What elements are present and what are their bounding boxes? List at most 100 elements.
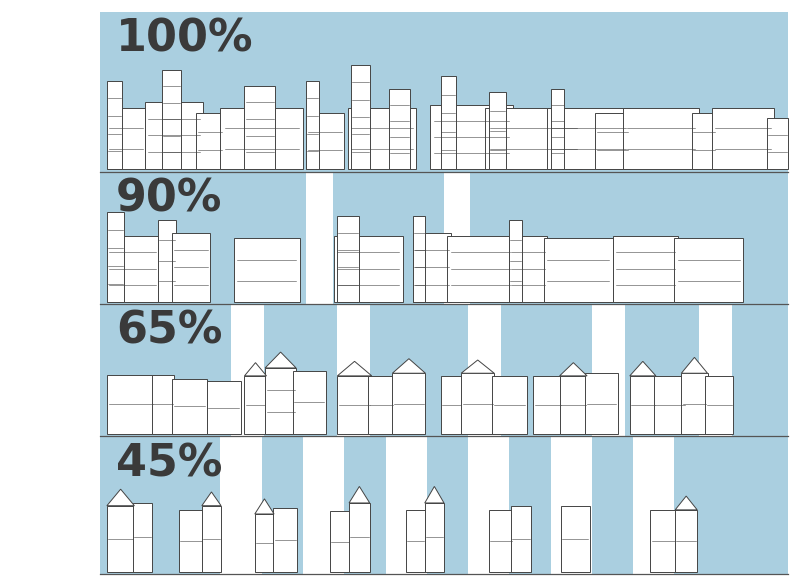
Bar bbox=[145, 102, 203, 169]
Bar bbox=[413, 233, 451, 302]
Bar bbox=[330, 511, 350, 572]
Bar bbox=[550, 89, 565, 169]
Bar bbox=[634, 436, 674, 574]
Bar bbox=[338, 304, 370, 436]
Bar bbox=[534, 376, 562, 434]
Bar bbox=[595, 113, 630, 169]
Bar bbox=[254, 514, 274, 572]
Bar bbox=[220, 436, 262, 574]
Bar bbox=[486, 108, 582, 169]
Bar bbox=[245, 86, 275, 169]
Bar bbox=[441, 376, 462, 434]
Bar bbox=[430, 105, 513, 169]
Polygon shape bbox=[245, 362, 266, 376]
Polygon shape bbox=[349, 487, 370, 503]
Bar bbox=[706, 376, 733, 434]
Bar bbox=[510, 220, 522, 302]
Bar bbox=[351, 65, 370, 169]
Polygon shape bbox=[338, 361, 372, 376]
Bar bbox=[712, 108, 774, 169]
Bar bbox=[441, 76, 456, 169]
Bar bbox=[492, 376, 526, 434]
Text: 65%: 65% bbox=[116, 310, 222, 353]
Bar bbox=[561, 506, 590, 572]
Polygon shape bbox=[461, 360, 494, 373]
Bar bbox=[265, 368, 296, 434]
Bar bbox=[234, 238, 299, 302]
Bar bbox=[592, 304, 625, 436]
Bar bbox=[334, 235, 402, 302]
Text: 45%: 45% bbox=[116, 442, 222, 485]
Bar bbox=[220, 108, 303, 169]
Bar bbox=[444, 172, 470, 304]
Bar bbox=[107, 81, 122, 169]
Bar bbox=[511, 506, 530, 572]
Polygon shape bbox=[425, 487, 444, 503]
Bar bbox=[468, 436, 510, 574]
Bar bbox=[692, 113, 716, 169]
Bar bbox=[303, 436, 344, 574]
Text: 100%: 100% bbox=[116, 17, 254, 60]
Bar bbox=[338, 376, 372, 434]
Bar bbox=[152, 375, 174, 434]
Bar bbox=[107, 506, 134, 572]
Bar bbox=[406, 510, 426, 572]
Bar bbox=[306, 113, 344, 169]
Polygon shape bbox=[265, 352, 296, 368]
Bar bbox=[674, 238, 743, 302]
Bar bbox=[623, 108, 698, 169]
Bar bbox=[425, 503, 444, 572]
Bar bbox=[682, 373, 707, 434]
Bar bbox=[550, 436, 592, 574]
Bar bbox=[585, 373, 618, 434]
Bar bbox=[179, 510, 203, 572]
Bar bbox=[413, 216, 426, 302]
Polygon shape bbox=[254, 499, 274, 514]
Bar bbox=[348, 108, 417, 169]
Bar bbox=[245, 376, 266, 434]
Polygon shape bbox=[682, 357, 707, 373]
Bar bbox=[107, 212, 124, 302]
Polygon shape bbox=[392, 358, 426, 373]
Bar bbox=[349, 503, 370, 572]
Bar bbox=[544, 238, 613, 302]
Bar bbox=[306, 81, 318, 169]
Bar bbox=[107, 375, 155, 434]
Bar bbox=[468, 304, 501, 436]
Bar bbox=[158, 220, 176, 302]
Bar bbox=[767, 118, 788, 169]
Bar bbox=[274, 509, 298, 572]
Bar bbox=[162, 70, 181, 169]
Bar bbox=[230, 304, 264, 436]
Bar bbox=[654, 376, 687, 434]
Bar bbox=[293, 371, 326, 434]
Bar bbox=[392, 373, 426, 434]
Bar bbox=[698, 304, 731, 436]
Bar bbox=[489, 92, 506, 169]
Polygon shape bbox=[107, 489, 134, 506]
Bar bbox=[559, 376, 587, 434]
Bar bbox=[172, 233, 210, 302]
Bar bbox=[172, 379, 206, 434]
Bar bbox=[613, 235, 678, 302]
Bar bbox=[650, 510, 677, 572]
Polygon shape bbox=[202, 492, 221, 506]
Polygon shape bbox=[559, 362, 587, 376]
Bar bbox=[338, 216, 359, 302]
Bar bbox=[447, 235, 513, 302]
Bar bbox=[206, 381, 241, 434]
Polygon shape bbox=[675, 496, 697, 510]
Bar bbox=[202, 506, 221, 572]
Bar bbox=[510, 235, 547, 302]
Bar bbox=[107, 108, 145, 169]
Bar bbox=[489, 510, 513, 572]
Bar bbox=[675, 510, 697, 572]
Bar bbox=[100, 12, 788, 574]
Bar bbox=[196, 113, 224, 169]
Text: 90%: 90% bbox=[116, 177, 222, 221]
Bar bbox=[630, 376, 656, 434]
Bar bbox=[368, 376, 394, 434]
Bar bbox=[389, 89, 410, 169]
Bar bbox=[306, 172, 333, 304]
Polygon shape bbox=[630, 361, 656, 376]
